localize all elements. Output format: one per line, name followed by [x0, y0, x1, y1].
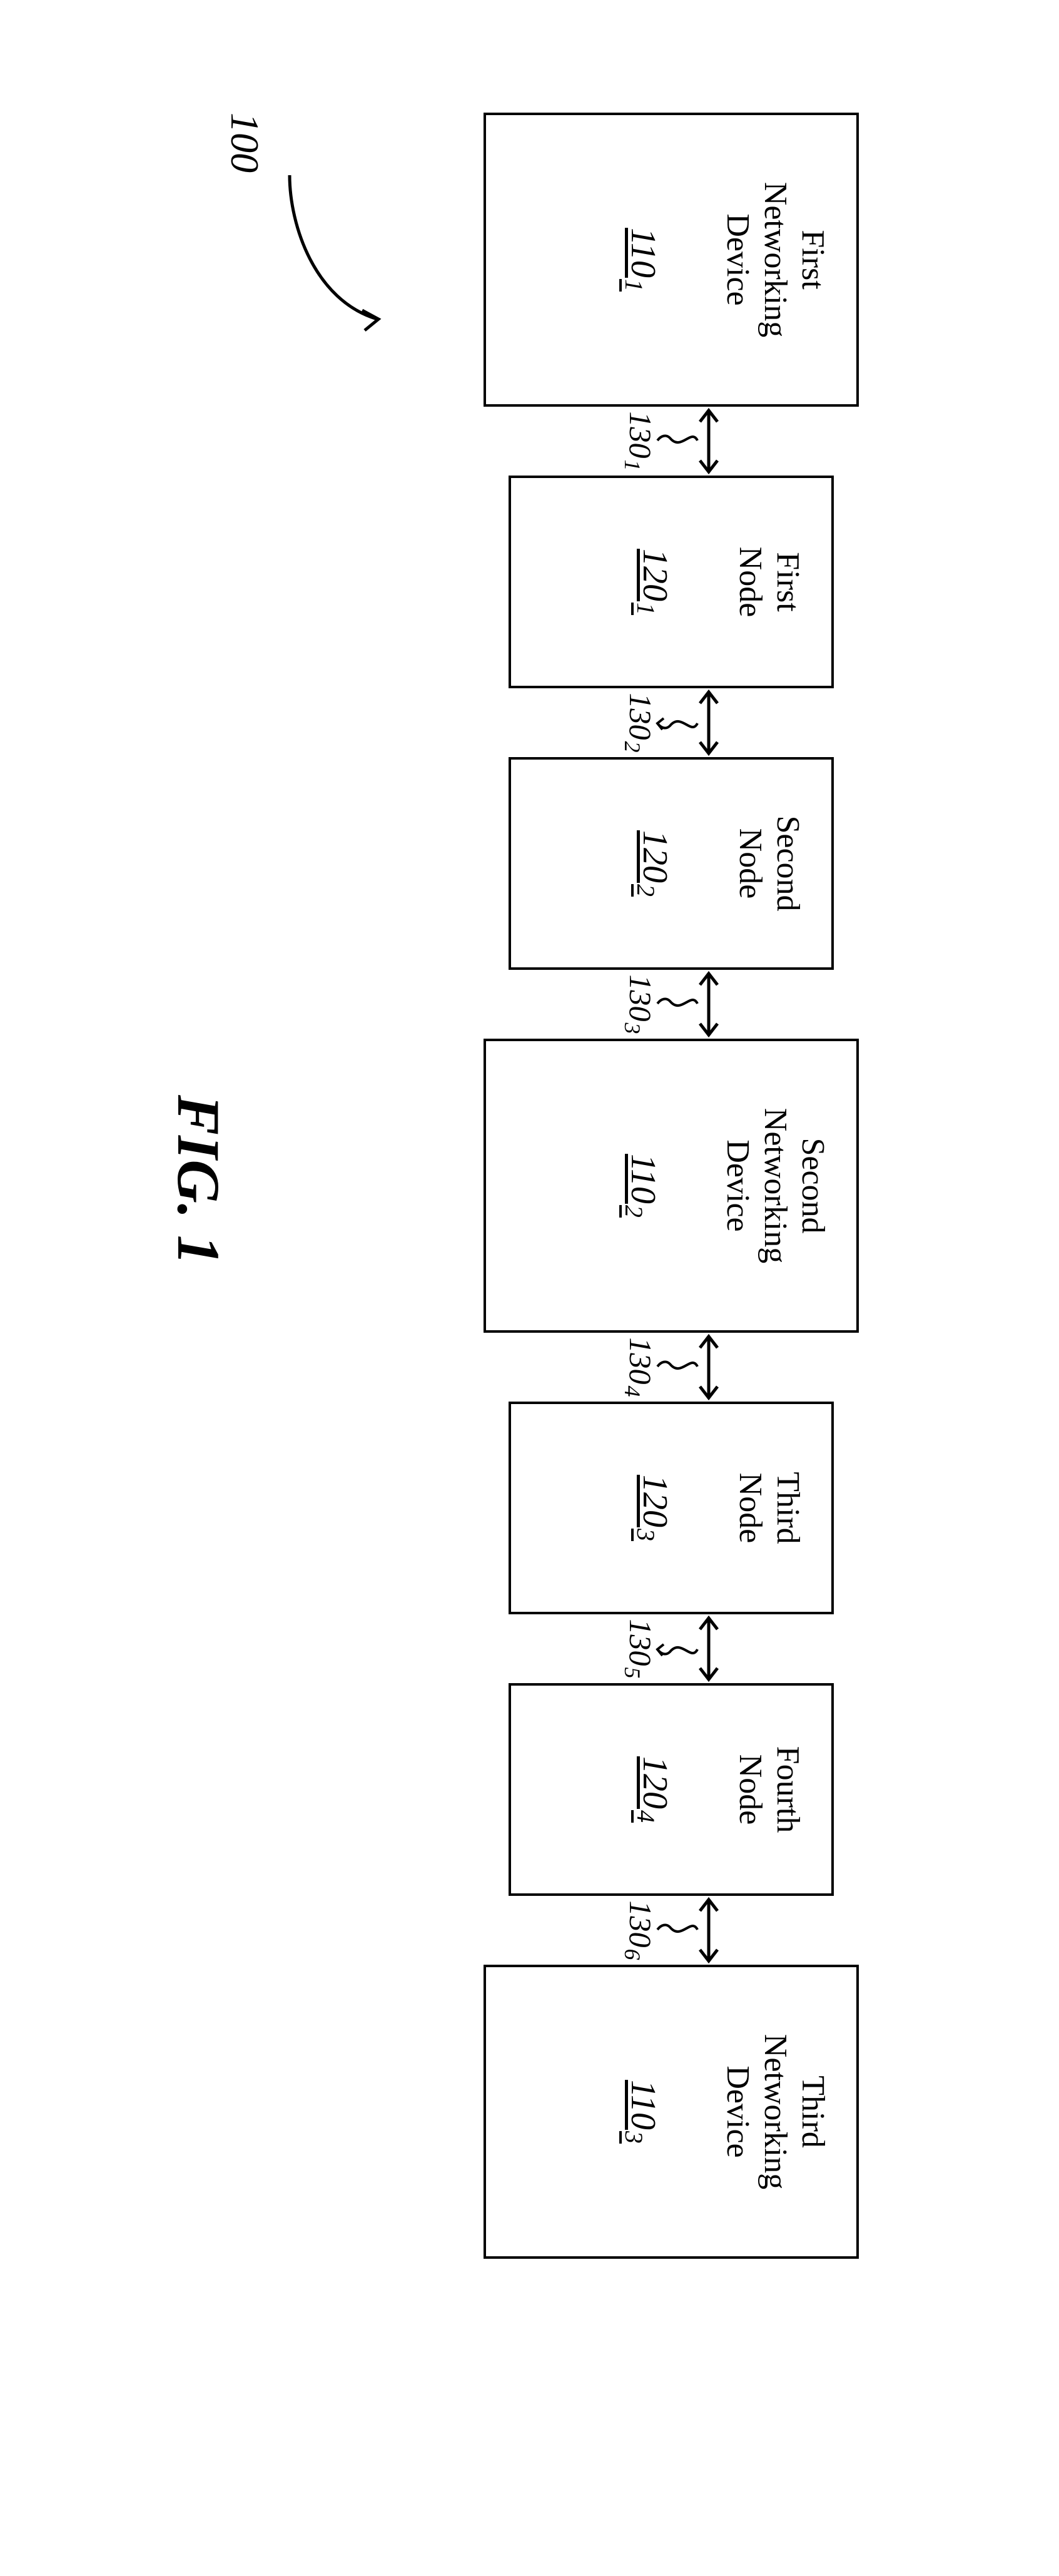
block-third-networking-device: Third Networking Device 1103	[484, 1965, 859, 2259]
connector-130-3: 1303	[696, 970, 721, 1039]
block-title: Fourth Node	[731, 1746, 806, 1833]
ref-sub: 4	[631, 1810, 661, 1823]
block-title: Third Networking Device	[719, 2034, 831, 2189]
ref-main: 130	[622, 1901, 659, 1948]
system-reference: 100	[221, 113, 396, 338]
title-line: Fourth	[770, 1746, 806, 1833]
connector-130-1: 1301	[696, 407, 721, 476]
block-ref: 1103	[623, 2080, 663, 2144]
rotated-stage: First Networking Device 1101	[0, 0, 1059, 2576]
block-first-node: First Node 1201	[509, 476, 834, 688]
block-second-networking-device: Second Networking Device 1102	[484, 1039, 859, 1333]
ref-main: 120	[635, 1756, 675, 1809]
ref-main: 130	[622, 975, 659, 1022]
leader-arc-icon	[271, 113, 396, 338]
title-line: Node	[732, 547, 768, 618]
connector-130-2: 1302	[696, 688, 721, 757]
title-line: Networking	[758, 2034, 793, 2189]
double-arrow-icon	[696, 1896, 721, 1965]
block-title: Second Node	[731, 815, 806, 911]
title-line: Device	[720, 2065, 756, 2157]
connector-label: 1303	[622, 975, 659, 1034]
ref-main: 130	[622, 1619, 659, 1666]
title-line: First	[770, 552, 806, 611]
block-second-node: Second Node 1202	[509, 757, 834, 970]
ref-main: 120	[635, 549, 675, 601]
ref-sub: 1	[619, 279, 649, 292]
ref-main: 130	[622, 1338, 659, 1385]
connector-130-4: 1304	[696, 1333, 721, 1402]
figure-caption: FIG. 1	[164, 1095, 233, 1266]
ref-sub: 2	[619, 1205, 649, 1218]
block-title: First Networking Device	[719, 182, 831, 337]
block-title: Second Networking Device	[719, 1108, 831, 1263]
ref-sub: 1	[619, 460, 646, 471]
double-arrow-icon	[696, 1614, 721, 1683]
leader-curl-icon	[655, 698, 699, 748]
title-line: Networking	[758, 182, 793, 337]
block-ref: 1102	[623, 1154, 663, 1218]
title-line: Node	[732, 1754, 768, 1825]
ref-sub: 6	[619, 1949, 646, 1960]
leader-curl-icon	[655, 415, 699, 466]
system-ref-number: 100	[221, 113, 268, 338]
connector-label: 1304	[622, 1338, 659, 1397]
diagram-row: First Networking Device 1101	[484, 113, 859, 2259]
connector-label: 1306	[622, 1901, 659, 1960]
leader-curl-icon	[655, 1624, 699, 1674]
ref-sub: 4	[619, 1386, 646, 1397]
title-line: Device	[720, 1139, 756, 1231]
connector-130-5: 1305	[696, 1614, 721, 1683]
ref-main: 110	[623, 1154, 663, 1204]
title-line: Second	[770, 815, 806, 911]
ref-sub: 2	[631, 884, 661, 897]
block-fourth-node: Fourth Node 1204	[509, 1683, 834, 1896]
title-line: Third	[795, 2075, 831, 2148]
double-arrow-icon	[696, 688, 721, 757]
connector-130-6: 1306	[696, 1896, 721, 1965]
title-line: Third	[770, 1472, 806, 1544]
ref-sub: 2	[619, 741, 646, 753]
ref-sub: 5	[619, 1667, 646, 1679]
double-arrow-icon	[696, 407, 721, 476]
block-ref: 1203	[635, 1475, 675, 1541]
title-line: Device	[720, 213, 756, 305]
connector-label: 1301	[622, 412, 659, 471]
block-third-node: Third Node 1203	[509, 1402, 834, 1614]
block-ref: 1202	[635, 830, 675, 897]
title-line: Node	[732, 1473, 768, 1544]
title-line: Second	[795, 1138, 831, 1233]
ref-main: 130	[622, 412, 659, 459]
block-title: Third Node	[731, 1472, 806, 1544]
title-line: Networking	[758, 1108, 793, 1263]
connector-label: 1305	[622, 1619, 659, 1679]
leader-curl-icon	[655, 979, 699, 1029]
block-first-networking-device: First Networking Device 1101	[484, 113, 859, 407]
ref-sub: 3	[619, 1023, 646, 1034]
ref-main: 120	[635, 1475, 675, 1527]
ref-sub: 3	[631, 1529, 661, 1541]
connector-label: 1302	[622, 693, 659, 753]
ref-sub: 3	[619, 2131, 649, 2144]
title-line: First	[795, 230, 831, 289]
double-arrow-icon	[696, 1333, 721, 1402]
leader-curl-icon	[655, 1341, 699, 1392]
ref-main: 130	[622, 693, 659, 740]
ref-main: 110	[623, 228, 663, 278]
ref-main: 120	[635, 830, 675, 883]
block-ref: 1101	[623, 228, 663, 292]
title-line: Node	[732, 828, 768, 899]
block-ref: 1204	[635, 1756, 675, 1823]
leader-curl-icon	[655, 1905, 699, 1955]
double-arrow-icon	[696, 970, 721, 1039]
ref-sub: 1	[631, 603, 661, 615]
block-ref: 1201	[635, 549, 675, 615]
block-title: First Node	[731, 547, 806, 618]
page: First Networking Device 1101	[0, 0, 1059, 2576]
ref-main: 110	[623, 2080, 663, 2130]
